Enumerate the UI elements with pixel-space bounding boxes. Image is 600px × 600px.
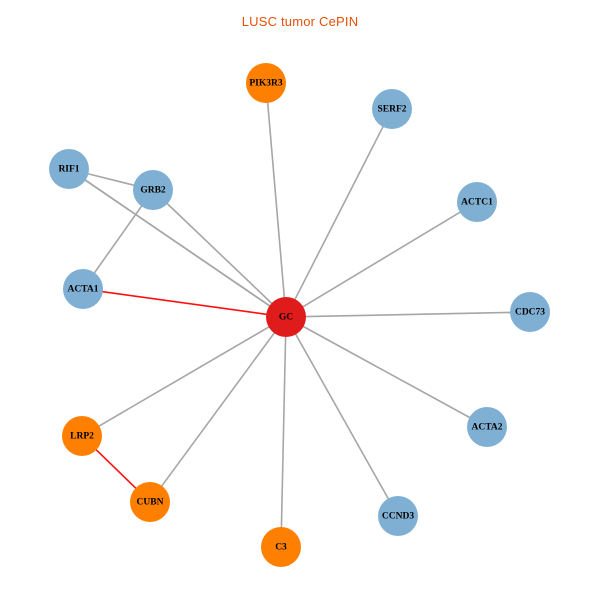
network-node-c3[interactable]: C3	[261, 527, 301, 567]
node-circle[interactable]	[457, 182, 497, 222]
network-edge	[98, 325, 270, 428]
nodes-layer: GC PIK3R3 SERF2 RIF1 GRB2 ACTC1 ACTA1 CDC73 LRP2…	[49, 63, 550, 567]
network-edge	[95, 448, 137, 490]
edges-layer	[84, 101, 512, 529]
node-circle[interactable]	[510, 292, 550, 332]
node-circle[interactable]	[372, 89, 412, 129]
network-node-grb2[interactable]: GRB2	[133, 170, 173, 210]
network-node-ccnd3[interactable]: CCND3	[378, 496, 418, 536]
network-node-gc[interactable]: GC	[266, 297, 306, 337]
network-edge	[266, 101, 286, 299]
node-circle[interactable]	[49, 149, 89, 189]
network-edge	[93, 205, 143, 274]
network-edge	[101, 290, 268, 316]
page-title: LUSC tumor CePIN	[241, 14, 359, 29]
network-node-actc1[interactable]: ACTC1	[457, 182, 497, 222]
node-circle[interactable]	[62, 416, 102, 456]
node-circle[interactable]	[130, 482, 170, 522]
network-node-cdc73[interactable]: CDC73	[510, 292, 550, 332]
network-node-pik3r3[interactable]: PIK3R3	[246, 63, 286, 103]
network-edge	[84, 179, 271, 307]
network-node-lrp2[interactable]: LRP2	[62, 416, 102, 456]
network-edge	[301, 211, 462, 308]
network-node-cubn[interactable]: CUBN	[130, 482, 170, 522]
network-node-serf2[interactable]: SERF2	[372, 89, 412, 129]
node-circle[interactable]	[378, 496, 418, 536]
network-edge	[304, 311, 512, 318]
node-circle[interactable]	[133, 170, 173, 210]
network-edge	[294, 333, 390, 500]
network-edge	[87, 172, 135, 187]
node-circle[interactable]	[467, 407, 507, 447]
network-edge	[160, 331, 276, 488]
node-circle[interactable]	[63, 269, 103, 309]
network-node-acta1[interactable]: ACTA1	[63, 269, 103, 309]
network-node-rif1[interactable]: RIF1	[49, 149, 89, 189]
network-node-acta2[interactable]: ACTA2	[467, 407, 507, 447]
network-edge	[293, 125, 385, 301]
network-edge	[302, 325, 471, 419]
network-edge	[166, 202, 273, 305]
node-circle[interactable]	[261, 527, 301, 567]
network-edge	[280, 335, 287, 529]
node-circle[interactable]	[266, 297, 306, 337]
node-circle[interactable]	[246, 63, 286, 103]
